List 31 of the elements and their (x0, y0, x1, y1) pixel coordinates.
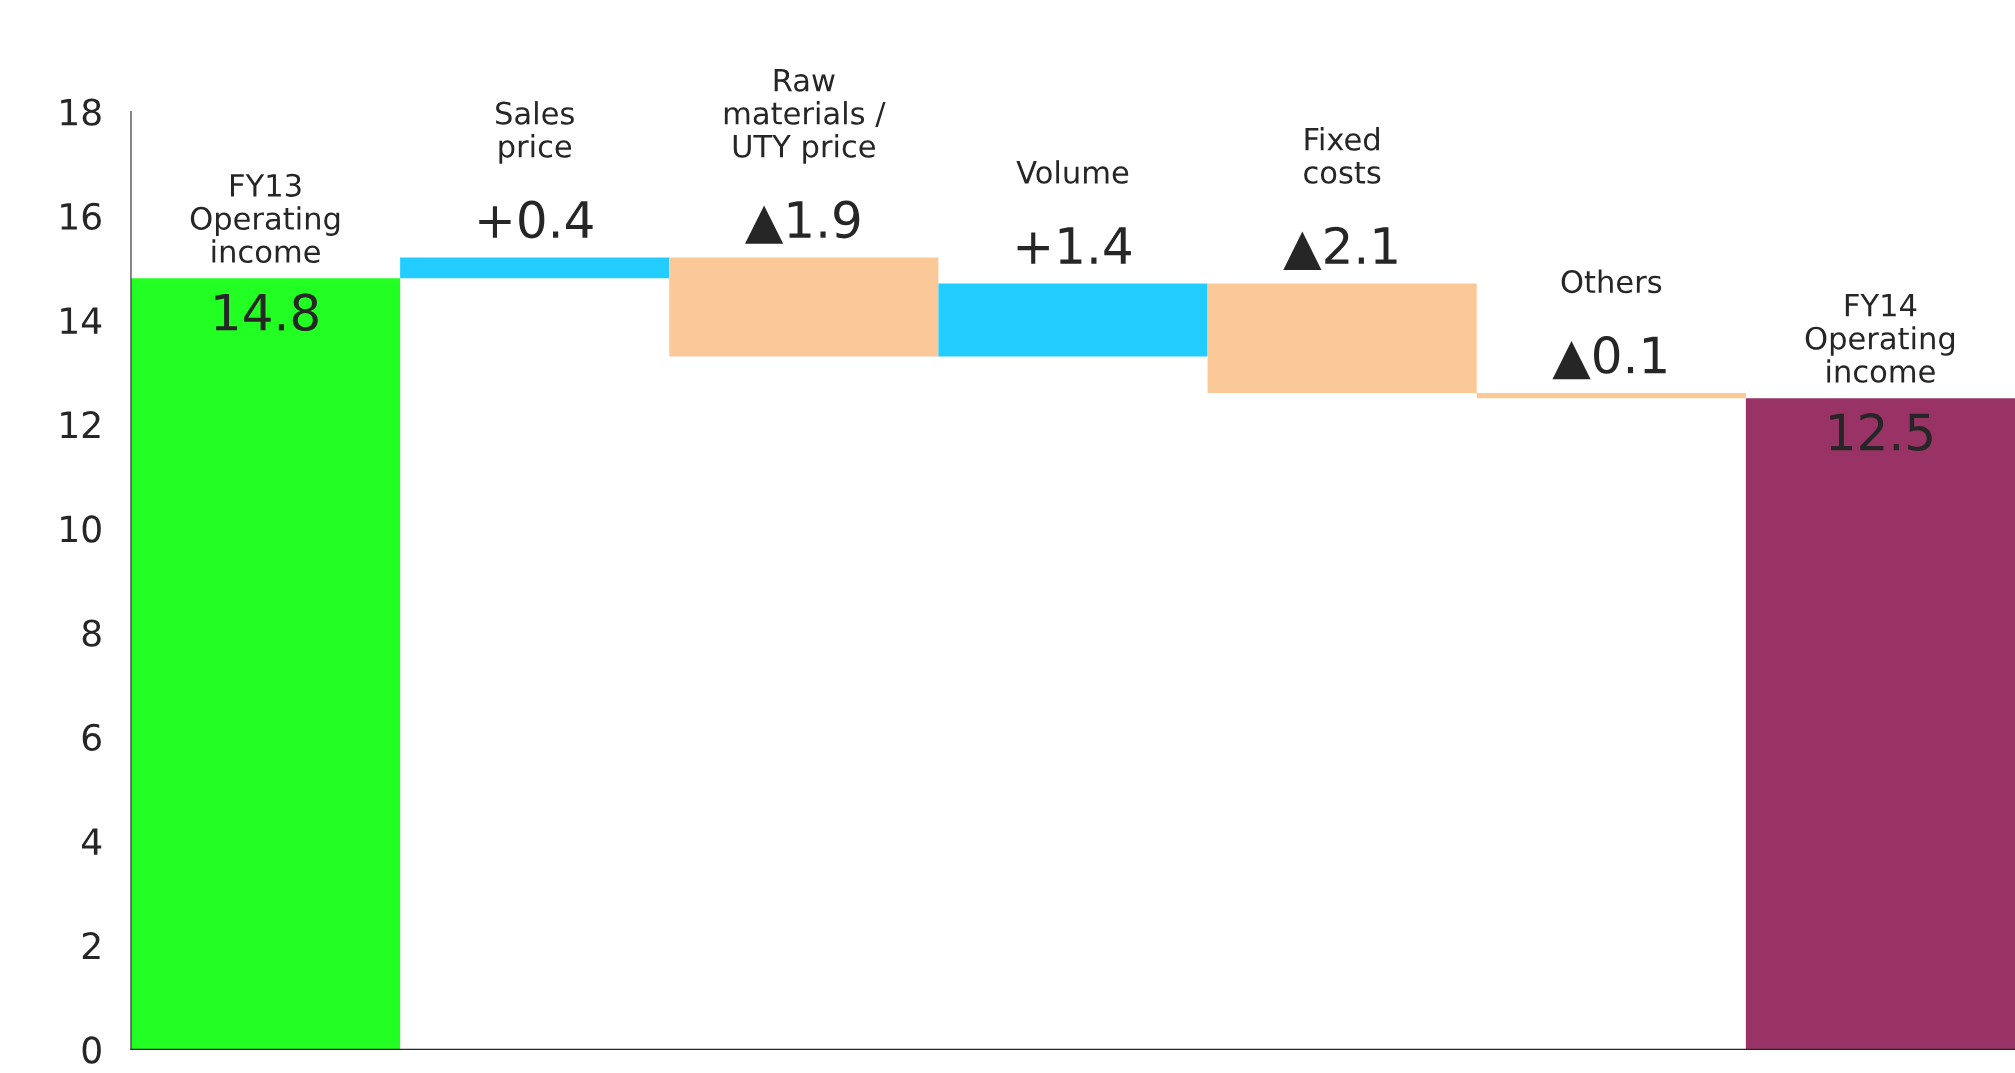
data-label: +1.4 (1017, 227, 1131, 264)
data-label: ▲1.9 (745, 200, 860, 244)
x-tick-label: FY14 Operating income (1805, 294, 1955, 383)
bar (130, 278, 401, 1050)
y-tick-label: 18 (61, 98, 101, 126)
data-label: 14.8 (215, 293, 318, 332)
data-label: ▲2.1 (1283, 226, 1397, 270)
x-tick-label: FY13 Operating income (190, 173, 340, 264)
bar (938, 283, 1208, 357)
y-tick-label: 12 (61, 411, 100, 438)
bar (1745, 398, 2015, 1050)
data-label: ▲0.1 (1552, 336, 1666, 380)
bar (400, 257, 670, 279)
y-tick-label: 0 (82, 1036, 101, 1064)
bar (1207, 283, 1477, 393)
y-tick-label: 4 (81, 828, 102, 855)
x-tick-label: Volume (1016, 160, 1129, 184)
data-label: +0.4 (479, 200, 593, 239)
bar (1476, 392, 1746, 399)
y-tick-label: 10 (61, 515, 101, 543)
y-tick-label: 16 (61, 202, 101, 231)
y-tick-label: 2 (82, 932, 100, 959)
y-tick-label: 6 (82, 723, 101, 752)
data-label: 12.5 (1830, 413, 1932, 451)
y-tick-label: 8 (82, 619, 101, 647)
x-tick-label: Raw materials / UTY price (724, 68, 886, 164)
x-tick-label: Others (1561, 269, 1662, 294)
x-tick-label: Fixed costs (1304, 127, 1381, 184)
bar (669, 257, 939, 357)
x-tick-label: Sales price (496, 101, 574, 164)
y-tick-label: 14 (61, 307, 102, 334)
